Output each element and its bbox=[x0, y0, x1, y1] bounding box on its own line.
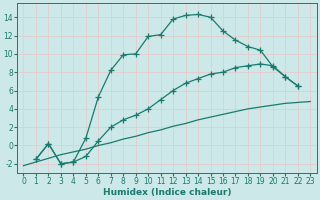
X-axis label: Humidex (Indice chaleur): Humidex (Indice chaleur) bbox=[103, 188, 231, 197]
